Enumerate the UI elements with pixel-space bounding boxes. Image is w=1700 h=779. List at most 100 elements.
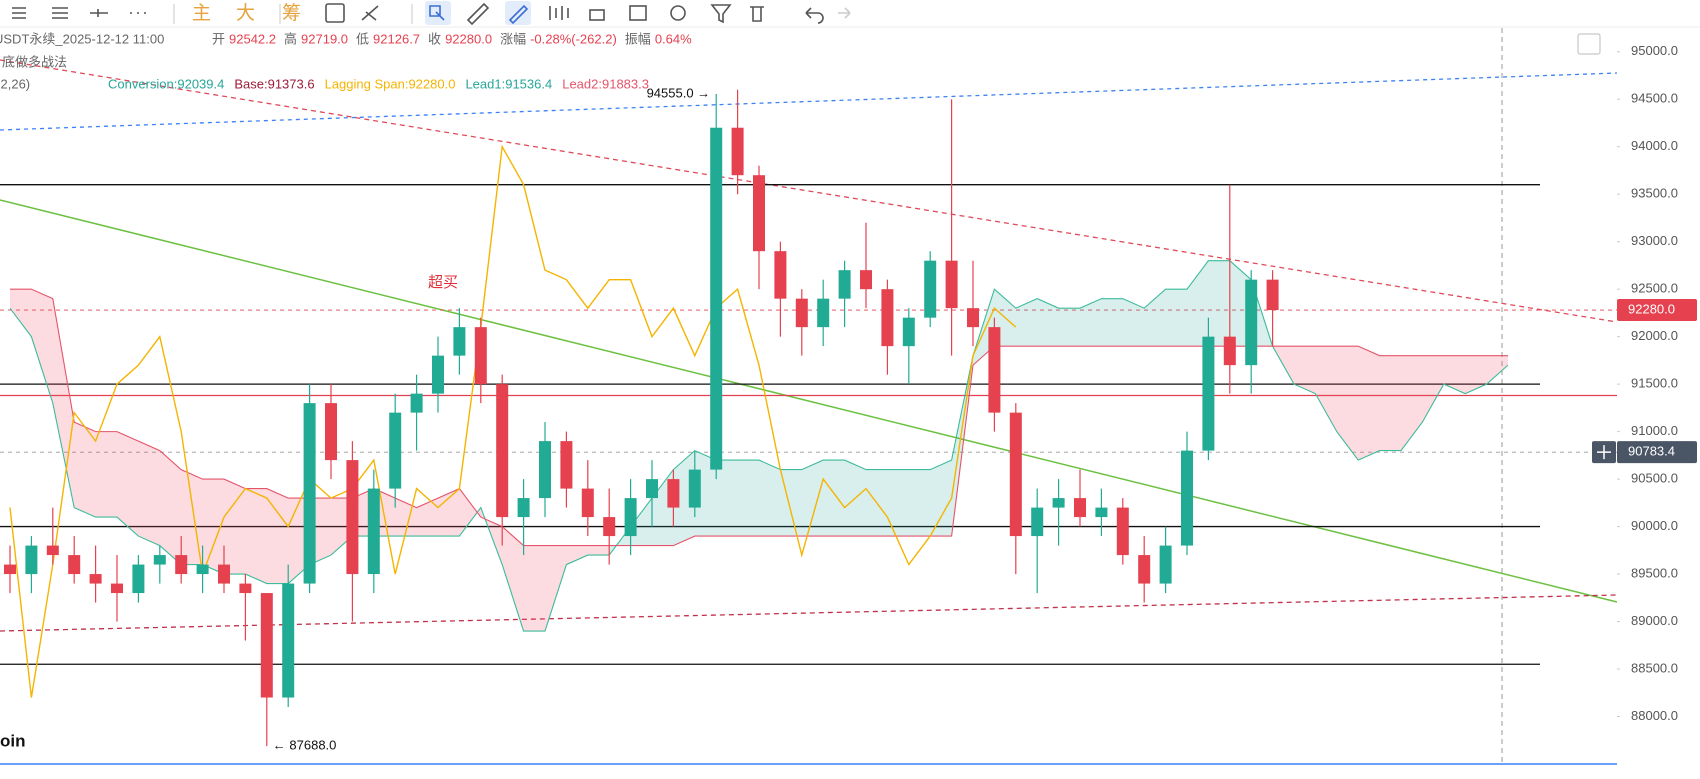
candle-body	[1052, 498, 1065, 508]
cloud-fill	[545, 545, 567, 632]
candle-body	[1266, 279, 1279, 311]
ichimoku-name: Ichimoku(9,26,52,26)	[0, 76, 30, 91]
trend-line	[0, 199, 1618, 603]
y-tick-label: 91500.0	[1631, 376, 1678, 391]
legend-entry: Conversion:92039.4	[108, 76, 224, 91]
legend-entry: Base:91373.6	[234, 76, 314, 91]
candle-body	[753, 175, 765, 252]
indicator-line	[9, 144, 1017, 698]
cloud-fill	[780, 469, 802, 537]
stat-label: 高	[284, 31, 297, 46]
cloud-fill	[117, 431, 139, 537]
pen-icon[interactable]	[508, 4, 529, 25]
candle-body	[603, 517, 616, 537]
candle-body	[795, 298, 808, 328]
cloud-fill	[716, 460, 738, 537]
stat-label: 开	[212, 31, 225, 46]
trend-line	[0, 72, 1618, 131]
plus-icon	[1597, 445, 1611, 460]
cloud-fill	[759, 460, 781, 537]
candle-body	[132, 564, 145, 594]
cloud-fill	[887, 469, 909, 537]
cloud-fill	[138, 441, 160, 546]
cloud-fill	[1144, 289, 1166, 347]
filter-icon[interactable]	[710, 4, 732, 24]
cloud-fill	[1101, 298, 1123, 347]
toolbar-button[interactable]: 大	[236, 2, 255, 24]
line-icon[interactable]	[90, 9, 108, 17]
candle-body	[710, 127, 723, 470]
menu-icon[interactable]	[12, 7, 26, 19]
stats: 开 92542.2 高 92719.0 低 92126.7 收 92280.0 涨幅 -0.28%…	[212, 31, 692, 46]
cloud-fill	[737, 460, 759, 537]
cloud-fill	[438, 488, 460, 537]
cloud-fill	[202, 479, 224, 575]
price-axis	[1617, 28, 1700, 774]
candle-body	[367, 488, 380, 575]
cloud-fill	[523, 545, 545, 632]
candle-body	[1181, 450, 1193, 546]
candle-body	[496, 384, 509, 518]
y-tick-label: 89500.0	[1631, 566, 1678, 581]
toolbar-button[interactable]: 筹	[282, 2, 301, 24]
candle-body	[389, 412, 402, 489]
toolbar-button[interactable]: 主	[192, 2, 211, 24]
y-tick-label: 91000.0	[1631, 423, 1678, 438]
candle-body	[175, 555, 188, 575]
last-price-badge	[1617, 299, 1697, 322]
y-tick-label: 92000.0	[1631, 328, 1678, 343]
draw-icon[interactable]	[325, 3, 345, 23]
cloud-fill	[1401, 355, 1423, 451]
cloud-fill	[74, 422, 96, 518]
cloud-fill	[1443, 355, 1466, 394]
candle-body	[646, 479, 658, 499]
candle-body	[581, 488, 594, 518]
y-tick-label: 90000.0	[1631, 518, 1678, 533]
candle-body	[539, 441, 551, 499]
candle-icon[interactable]	[549, 6, 569, 20]
labels: 95000.0 94500.0 94000.0 93500.0 93000.0 92500…	[273, 43, 1697, 753]
cloud-fill	[245, 488, 267, 584]
cloud-fill	[10, 289, 32, 337]
y-tick-label: 88500.0	[1631, 660, 1678, 675]
stat-value: 0.64%	[655, 31, 692, 46]
redo-icon[interactable]	[838, 7, 851, 19]
candle-body	[860, 270, 872, 290]
cloud-fill	[1165, 289, 1187, 347]
candle-body	[988, 327, 1001, 413]
candle-body	[1223, 336, 1236, 366]
cloud-fill	[459, 488, 481, 537]
candle-body	[1245, 279, 1258, 366]
select-icon[interactable]	[429, 5, 445, 21]
crosshair-badge	[1617, 441, 1697, 464]
candle-body	[1202, 336, 1215, 451]
tool-icon[interactable]	[361, 5, 379, 21]
cloud-fill	[159, 450, 182, 565]
candle-body	[967, 308, 979, 328]
stat-label: 振幅	[625, 31, 651, 46]
trend-line	[0, 59, 1618, 323]
legend-entry: Lead2:91883.3	[562, 76, 649, 91]
y-tick-label: 92500.0	[1631, 281, 1678, 296]
candle-body	[111, 583, 123, 594]
candle-body	[624, 498, 637, 537]
ruler-icon[interactable]	[466, 2, 490, 26]
candle-body	[89, 574, 102, 584]
list-icon[interactable]	[52, 7, 68, 19]
cloud-fill	[1187, 260, 1209, 347]
lock-icon[interactable]	[589, 9, 605, 21]
y-tick-label: 88000.0	[1631, 708, 1678, 723]
cloud-fill	[1122, 298, 1145, 347]
delete-icon[interactable]	[750, 6, 764, 22]
candle-body	[1159, 545, 1172, 584]
crosshair-label: 90783.4	[1628, 444, 1675, 459]
fullscreen-button[interactable]	[1577, 33, 1601, 55]
candle-body	[881, 289, 894, 347]
note-icon[interactable]	[629, 5, 647, 21]
candle-body	[25, 545, 38, 575]
candle-body	[924, 260, 937, 318]
undo-icon[interactable]	[805, 7, 824, 24]
link-icon[interactable]	[670, 5, 686, 21]
stat-label: 涨幅	[500, 31, 526, 46]
